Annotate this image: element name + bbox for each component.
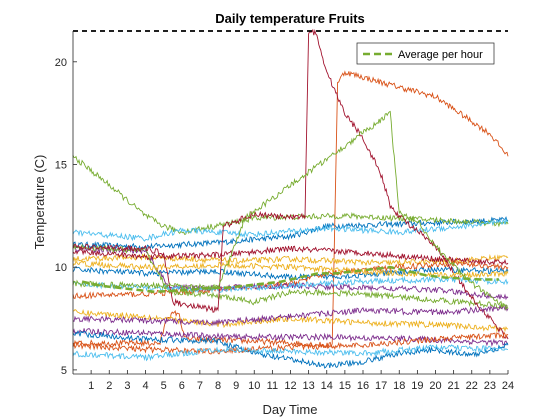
series-line bbox=[72, 70, 509, 349]
series-line bbox=[72, 327, 509, 347]
x-tick-label: 11 bbox=[267, 380, 278, 392]
average-layer bbox=[81, 265, 499, 294]
x-tick-label: 16 bbox=[357, 380, 369, 392]
x-tick-label: 24 bbox=[502, 380, 514, 392]
x-tick-label: 21 bbox=[448, 380, 460, 392]
x-tick-label: 4 bbox=[142, 380, 148, 392]
average-line bbox=[81, 265, 499, 294]
series-line bbox=[72, 28, 509, 340]
series-layer bbox=[72, 28, 509, 369]
x-tick-label: 22 bbox=[466, 380, 478, 392]
series-line bbox=[72, 252, 509, 267]
series-line bbox=[72, 245, 509, 301]
series-line bbox=[72, 343, 508, 362]
series-line bbox=[72, 265, 509, 282]
series-line bbox=[72, 304, 509, 327]
x-tick-label: 6 bbox=[179, 380, 185, 392]
x-tick-label: 9 bbox=[233, 380, 239, 392]
x-tick-label: 23 bbox=[484, 380, 496, 392]
x-tick-label: 12 bbox=[284, 380, 296, 392]
legend-box bbox=[356, 42, 495, 65]
y-tick-label: 10 bbox=[55, 262, 67, 274]
x-tick-label: 15 bbox=[339, 380, 351, 392]
x-tick-label: 20 bbox=[429, 380, 441, 392]
series-line bbox=[72, 217, 509, 242]
x-tick-label: 13 bbox=[303, 380, 315, 392]
series-line bbox=[72, 330, 509, 369]
x-tick-label: 1 bbox=[88, 380, 94, 392]
series-line bbox=[72, 259, 509, 300]
x-tick-label: 14 bbox=[321, 380, 333, 392]
x-tick-label: 19 bbox=[411, 380, 423, 392]
x-tick-label: 17 bbox=[375, 380, 387, 392]
y-tick-label: 15 bbox=[55, 160, 67, 172]
x-tick-label: 3 bbox=[124, 380, 130, 392]
y-axis-label: Temperature (C) bbox=[32, 155, 47, 250]
x-tick-label: 2 bbox=[106, 380, 112, 392]
series-line bbox=[72, 243, 509, 310]
x-axis-label: Day Time bbox=[263, 402, 318, 417]
ticks-layer: 1 2 3 4 5 6 7 8 9 10 11 12 13 14 15 16 17 18 19 20 21 22 23 245… bbox=[55, 57, 514, 392]
x-tick-label: 18 bbox=[393, 380, 405, 392]
x-tick-label: 10 bbox=[248, 380, 260, 392]
x-tick-label: 8 bbox=[215, 380, 221, 392]
plot-area bbox=[73, 31, 508, 374]
y-tick-label: 5 bbox=[61, 365, 67, 377]
x-tick-label: 7 bbox=[197, 380, 203, 392]
y-tick-label: 20 bbox=[55, 57, 67, 69]
x-tick-label: 5 bbox=[161, 380, 167, 392]
legend-average-label: Average per hour bbox=[398, 49, 483, 61]
series-line bbox=[72, 259, 509, 279]
legend: Average per hour bbox=[356, 42, 495, 65]
series-line bbox=[72, 331, 509, 355]
series-line bbox=[72, 110, 509, 311]
series-line bbox=[72, 245, 509, 266]
chart-title: Daily temperature Fruits bbox=[215, 11, 365, 26]
